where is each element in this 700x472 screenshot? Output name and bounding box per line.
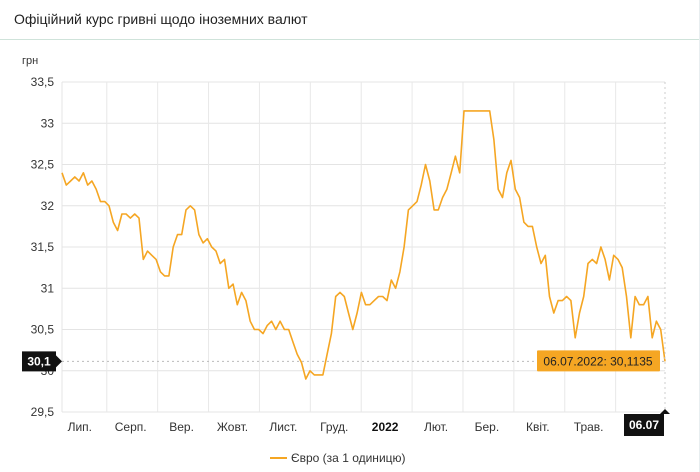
x-tick-label: Жовт.: [217, 420, 248, 434]
y-axis-unit: грн: [22, 55, 38, 67]
page-title: Офіційний курс гривні щодо іноземних вал…: [14, 11, 308, 27]
tooltip-box: [537, 350, 660, 372]
x-badge-label: 06.07: [629, 418, 659, 432]
x-tick-label: Лип.: [68, 420, 92, 434]
tooltip-label: 06.07.2022: 30,1135: [543, 354, 653, 368]
x-tick-label: Лист.: [269, 420, 297, 434]
x-tick-label: Трав.: [574, 420, 604, 434]
y-tick-label: 31: [41, 281, 55, 295]
series-line-euro[interactable]: [61, 110, 666, 380]
y-tick-label: 31,5: [31, 240, 55, 254]
x-tick-label: Лют.: [424, 420, 448, 434]
x-tick-label: 2022: [372, 420, 399, 434]
y-badge-label: 30,1: [27, 354, 51, 368]
y-value-badge: [22, 351, 56, 372]
header-bar: Офіційний курс гривні щодо іноземних вал…: [0, 0, 699, 40]
y-tick-label: 33,5: [31, 75, 55, 89]
x-tick-label: Вер.: [169, 420, 194, 434]
legend-label: Євро (за 1 одиницю): [291, 451, 406, 465]
x-value-badge: [624, 414, 664, 436]
y-badge-pointer: [56, 355, 62, 368]
y-tick-label: 32,5: [31, 158, 55, 172]
x-badge-pointer: [660, 409, 670, 414]
x-tick-label: Квіт.: [526, 420, 550, 434]
x-tick-label: Груд.: [320, 420, 348, 434]
y-tick-label: 30,5: [31, 323, 55, 337]
y-tick-label: 33: [41, 116, 55, 130]
x-tick-label: Серп.: [115, 420, 147, 434]
y-tick-label: 32: [41, 199, 55, 213]
x-tick-label: Бер.: [475, 420, 500, 434]
y-tick-label: 29,5: [31, 405, 55, 419]
